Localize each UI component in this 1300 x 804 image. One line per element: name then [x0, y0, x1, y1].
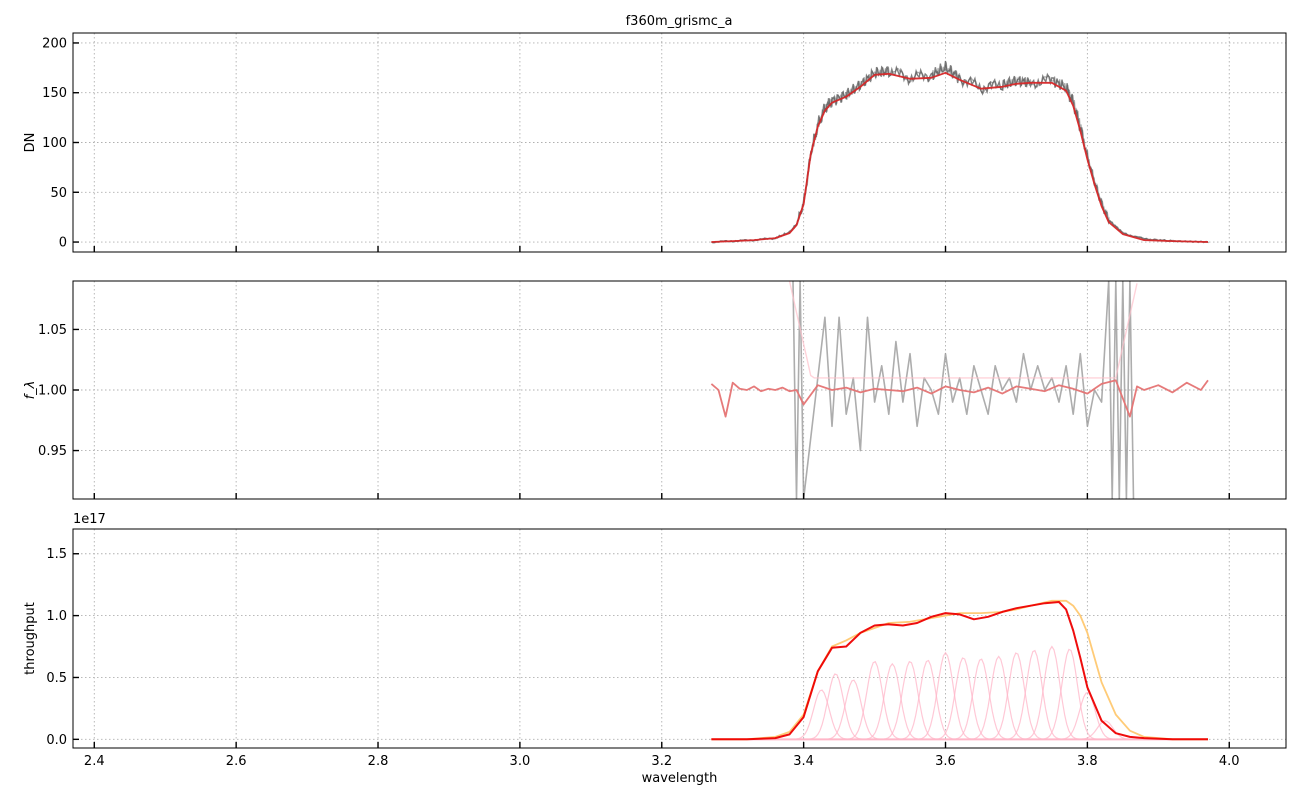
y-axis-label: throughput	[23, 602, 38, 675]
component-curve	[711, 673, 1208, 740]
component-curve	[711, 660, 1208, 740]
panel-1: 0 50 100 150 200 DN	[23, 32, 1287, 253]
y-tick-label: 0.95	[38, 444, 67, 459]
plot-area	[710, 281, 1209, 499]
y-tick-label: 0.5	[46, 671, 67, 686]
model-series-line	[710, 379, 1209, 418]
envelope-series-line	[711, 599, 1208, 741]
component-curve	[711, 649, 1208, 740]
x-tick-label: 2.8	[368, 754, 389, 769]
y-tick-label: 1.5	[46, 547, 67, 562]
component-curve	[711, 660, 1208, 740]
axis-scale-label: 1e17	[73, 512, 106, 527]
component-curve	[711, 659, 1208, 740]
y-tick-label: 1.05	[38, 323, 67, 338]
component-curve	[711, 662, 1208, 740]
component-curve	[711, 657, 1208, 740]
x-tick-label: 2.4	[84, 754, 105, 769]
x-tick-label: 4.0	[1219, 754, 1240, 769]
y-tick-label: 200	[42, 36, 67, 51]
plot-area	[711, 60, 1209, 244]
plot-area	[711, 599, 1208, 741]
axes-frame	[72, 528, 1287, 749]
axes-frame	[72, 32, 1287, 253]
chart-title: f360m_grismc_a	[626, 14, 733, 29]
component-curve	[711, 645, 1208, 740]
x-tick-label: 2.6	[226, 754, 247, 769]
x-tick-label: 3.4	[793, 754, 814, 769]
component-curve	[711, 679, 1208, 740]
y-tick-label: 150	[42, 86, 67, 101]
y-axis-label: f_λ	[23, 381, 38, 400]
panel-2: 0.95 1.00 1.05 f_λ	[23, 280, 1287, 500]
component-curve	[711, 658, 1208, 740]
x-tick-label: 3.2	[651, 754, 672, 769]
y-tick-label: 0.0	[46, 733, 67, 748]
total-series-line	[711, 601, 1208, 741]
component-curve	[711, 648, 1208, 740]
x-tick-label: 3.0	[510, 754, 531, 769]
y-tick-label: 100	[42, 136, 67, 151]
x-tick-label: 3.6	[935, 754, 956, 769]
data-series-line-2	[712, 62, 1209, 244]
y-axis-label: DN	[23, 133, 38, 153]
y-tick-label: 1.0	[46, 609, 67, 624]
x-axis-label: wavelength	[642, 771, 718, 786]
pixel-area-curve	[788, 281, 1138, 379]
model-series-line	[711, 71, 1209, 243]
panel-3: 2.4 2.6 2.8 3.0 3.2 3.4 3.6 3.8 4.0 0.0 0.5 1.0 1.5 t…	[23, 512, 1287, 786]
axes-frame	[72, 280, 1287, 500]
y-tick-label: 1.00	[38, 384, 67, 399]
x-tick-label: 3.8	[1077, 754, 1098, 769]
data-series-line	[792, 281, 1135, 499]
data-series-line	[711, 60, 1209, 244]
y-tick-label: 50	[50, 186, 67, 201]
y-tick-label: 0	[59, 236, 67, 251]
